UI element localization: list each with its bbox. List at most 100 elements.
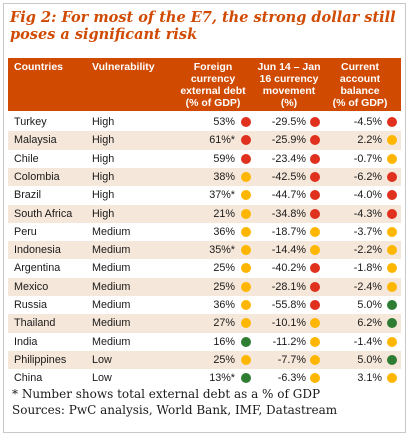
vulnerability-cell: High — [92, 170, 115, 183]
currency-cell: -29.5% — [271, 116, 306, 128]
account-cell: -4.0% — [353, 189, 382, 202]
country-cell: Russia — [14, 299, 48, 311]
status-amber-icon — [241, 245, 251, 256]
account-cell: -4.3% — [353, 207, 382, 220]
status-amber-icon — [310, 354, 320, 365]
table-row: India Medium 16% -11.2% -1.4% — [8, 333, 401, 351]
debt-cell: 25% — [213, 353, 235, 366]
status-amber-icon — [310, 226, 320, 237]
status-green-icon — [387, 354, 397, 365]
currency-cell: -44.7% — [271, 189, 306, 202]
table-row: Chile High 59% -23.4% -0.7% — [8, 150, 401, 168]
table-row: Argentina Medium 25% -40.2% -1.8% — [8, 259, 401, 277]
status-red-icon — [310, 281, 320, 292]
header-account-balance: Current account balance (% of GDP) — [320, 61, 400, 109]
country-cell: China — [14, 372, 43, 385]
currency-cell: -42.5% — [271, 170, 306, 183]
currency-cell: -18.7% — [271, 225, 306, 238]
table-row: Turkey High 53% -29.5% -4.5% — [8, 113, 401, 131]
vulnerability-cell: Medium — [92, 262, 131, 275]
currency-cell: -10.1% — [271, 317, 306, 330]
vulnerability-cell: Low — [92, 372, 112, 385]
account-cell: -3.7% — [353, 225, 382, 238]
status-amber-icon — [241, 226, 251, 237]
vulnerability-cell: High — [92, 134, 115, 147]
header-account-line-1: Current — [341, 61, 379, 73]
header-vulnerability: Vulnerability — [92, 61, 155, 73]
debt-cell: 13%* — [209, 372, 235, 385]
status-green-icon — [241, 336, 251, 347]
account-cell: 5.0% — [357, 353, 382, 366]
currency-cell: -25.9% — [271, 134, 306, 147]
status-amber-icon — [310, 245, 320, 256]
account-cell: -1.8% — [353, 262, 382, 275]
vulnerability-cell: Medium — [92, 317, 131, 330]
header-currency-movement: Jun 14 – Jan 16 currency movement (%) — [246, 61, 332, 109]
table-row: Peru Medium 36% -18.7% -3.7% — [8, 223, 401, 241]
currency-cell: -28.1% — [271, 280, 306, 293]
currency-cell: -34.8% — [271, 207, 306, 220]
debt-cell: 35%* — [209, 244, 235, 257]
debt-cell: 25% — [213, 280, 235, 293]
table-row: Thailand Medium 27% -10.1% 6.2% — [8, 314, 401, 333]
debt-cell: 21% — [213, 207, 235, 220]
status-amber-icon — [241, 281, 251, 292]
status-red-icon — [241, 117, 251, 127]
country-cell: Indonesia — [14, 244, 61, 257]
figure-title: Fig 2: For most of the E7, the strong do… — [10, 9, 396, 43]
status-red-icon — [310, 208, 320, 219]
status-red-icon — [310, 300, 320, 310]
table-row: Brazil High 37%* -44.7% -4.0% — [8, 186, 401, 204]
account-cell: -2.2% — [353, 244, 382, 257]
header-debt-line-2: currency — [190, 73, 236, 85]
header-debt-line-4: (% of GDP) — [185, 97, 241, 109]
account-cell: -4.5% — [353, 116, 382, 128]
country-cell: Malaysia — [14, 134, 57, 147]
vulnerability-cell: High — [92, 152, 115, 165]
currency-cell: -23.4% — [271, 152, 306, 165]
status-green-icon — [241, 373, 251, 384]
account-cell: -6.2% — [353, 170, 382, 183]
status-green-icon — [387, 300, 397, 310]
table-header: Countries Vulnerability Foreign currency… — [8, 58, 401, 111]
status-amber-icon — [387, 281, 397, 292]
currency-cell: -40.2% — [271, 262, 306, 275]
header-account-line-3: balance — [340, 85, 380, 97]
debt-cell: 38% — [213, 170, 235, 183]
status-red-icon — [387, 117, 397, 127]
account-cell: 2.2% — [357, 134, 382, 147]
header-currency-line-2: 16 currency — [259, 73, 319, 85]
status-amber-icon — [387, 336, 397, 347]
footnote: * Number shows total external debt as a … — [12, 386, 337, 418]
footnote-sources: Sources: PwC analysis, World Bank, IMF, … — [12, 403, 338, 417]
account-cell: -2.4% — [353, 280, 382, 293]
country-cell: Peru — [14, 225, 37, 238]
header-external-debt: Foreign currency external debt (% of GDP… — [170, 61, 256, 109]
status-amber-icon — [241, 263, 251, 274]
status-amber-icon — [241, 208, 251, 219]
status-amber-icon — [387, 373, 397, 384]
status-red-icon — [310, 135, 320, 146]
status-amber-icon — [310, 373, 320, 384]
header-debt-line-3: external debt — [180, 85, 246, 97]
debt-cell: 25% — [213, 262, 235, 275]
vulnerability-cell: High — [92, 189, 115, 202]
vulnerability-cell: Medium — [92, 244, 131, 257]
table-row: Malaysia High 61%* -25.9% 2.2% — [8, 131, 401, 150]
status-green-icon — [387, 318, 397, 329]
status-amber-icon — [387, 245, 397, 256]
status-red-icon — [310, 171, 320, 182]
vulnerability-cell: Medium — [92, 225, 131, 238]
country-cell: Brazil — [14, 189, 41, 202]
status-amber-icon — [387, 135, 397, 146]
currency-cell: -55.8% — [271, 299, 306, 311]
vulnerability-cell: High — [92, 116, 115, 128]
status-red-icon — [387, 208, 397, 219]
table-row: Philippines Low 25% -7.7% 5.0% — [8, 350, 401, 370]
header-countries-label: Countries — [14, 61, 64, 73]
status-red-icon — [241, 153, 251, 164]
status-red-icon — [310, 117, 320, 127]
header-currency-line-1: Jun 14 – Jan — [257, 61, 321, 73]
status-amber-icon — [387, 263, 397, 274]
figure-frame — [3, 3, 406, 433]
